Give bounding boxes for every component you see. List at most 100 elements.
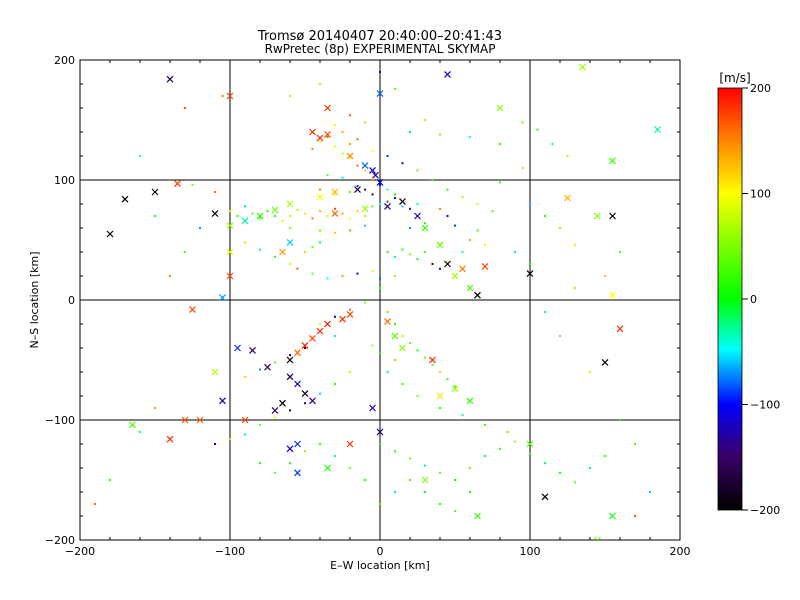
data-point-dot [409,342,411,345]
data-point-dot [386,251,389,253]
data-point-cross [361,162,369,170]
x-tick-label: −100 [215,545,245,558]
data-point-dot [379,203,381,205]
data-point-dot [184,107,186,109]
data-point-cross [609,291,616,299]
data-point-cross [436,241,444,249]
data-point-dot [334,123,336,126]
data-point-dot [409,207,411,210]
data-point-dot [304,450,306,453]
data-point-cross [219,397,226,405]
data-point-dot [221,95,224,97]
data-point-dot [431,263,434,265]
data-point-dot [349,157,351,160]
data-point-cross [459,265,466,273]
data-point-dot [476,229,479,232]
data-point-cross [451,385,459,393]
data-point-dot [289,95,291,97]
data-point-dot [454,510,456,513]
data-point-cross [309,334,316,342]
data-point-cross [474,291,481,299]
data-point-dot [349,371,351,373]
data-point-dot [334,193,336,196]
data-point-cross [106,230,114,238]
data-point-dot [274,416,276,419]
data-point-cross [391,332,399,340]
data-point-dot [251,212,254,215]
data-point-cross [339,315,346,323]
data-point-cross [384,202,391,210]
data-point-cross [129,421,136,429]
colorbar-label: [m/s] [719,71,750,85]
data-point-cross [376,178,384,186]
data-point-dot [544,311,546,313]
data-point-dot [289,227,291,229]
data-point-cross [316,134,324,142]
data-point-dot [379,183,381,186]
data-point-dot [506,431,509,433]
data-point-dot [184,251,186,253]
data-point-cross [166,75,174,83]
data-point-cross [399,344,406,352]
data-point-dot [334,335,336,337]
data-point-cross [226,248,234,256]
data-point-cross [369,166,376,174]
data-point-dot [274,471,276,474]
data-point-dot [364,169,366,172]
data-point-cross [526,270,534,278]
data-point-dot [356,164,359,167]
data-point-cross [234,344,241,352]
data-point-dot [304,402,306,405]
data-point-dot [416,349,419,352]
data-point-cross [429,356,436,364]
data-point-dot [319,443,321,445]
data-point-dot [371,205,374,208]
data-point-cross [346,310,354,318]
data-point-dot [244,205,246,208]
data-point-cross [294,440,301,448]
data-point-dot [311,217,314,220]
data-point-dot [229,438,231,441]
data-point-dot [259,217,261,220]
data-point-dot [484,243,486,246]
data-point-dot [439,471,441,474]
data-point-dot [349,191,351,193]
data-point-dot [394,193,396,196]
data-point-dot [431,363,434,366]
data-point-dot [491,210,494,213]
colorbar-tick-label: 200 [750,82,771,95]
chart-title: Tromsø 20140407 20:40:00–20:41:43 [257,29,502,44]
data-point-dot [289,354,291,357]
data-point-dot [356,185,359,187]
data-point-cross [309,397,316,405]
data-point-dot [236,215,239,217]
data-point-dot [356,272,359,275]
data-point-dot [394,197,396,199]
data-point-dot [379,71,381,73]
data-point-cross [609,512,616,520]
data-point-dot [544,462,546,465]
x-tick-label: 0 [377,545,384,558]
data-point-dot [379,287,381,289]
data-point-dot [289,263,291,265]
data-point-cross [324,130,331,138]
data-point-cross [294,380,301,388]
chart-subtitle: RwPretec (8p) EXPERIMENTAL SKYMAP [265,42,496,56]
data-point-cross [384,318,391,326]
data-point-dot [394,323,396,325]
data-point-cross [264,363,271,371]
data-point-dot [461,414,464,417]
data-point-dot [521,167,524,169]
data-point-dot [356,210,359,213]
data-point-dot [589,371,591,373]
y-tick-label: −200 [45,534,75,547]
y-tick-label: 0 [68,294,75,307]
data-point-dot [454,385,456,388]
data-point-dot [274,215,276,217]
data-point-dot [424,356,426,359]
data-point-dot [409,227,411,229]
data-point-cross [369,404,376,412]
data-point-cross [601,358,609,366]
data-points [94,63,661,540]
data-point-dot [139,431,141,433]
